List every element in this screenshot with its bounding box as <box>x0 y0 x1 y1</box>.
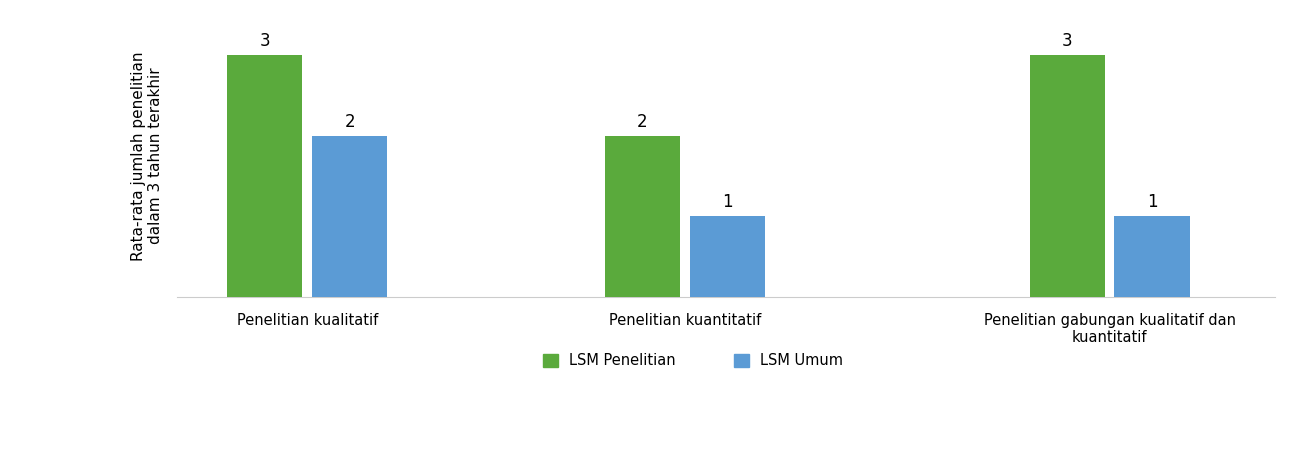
Y-axis label: Rata-rata jumlah penelitian
dalam 3 tahun terakhir: Rata-rata jumlah penelitian dalam 3 tahu… <box>132 51 164 261</box>
Bar <box>605 136 680 297</box>
Text: 2: 2 <box>637 113 648 131</box>
Text: 1: 1 <box>722 193 733 212</box>
Bar <box>312 136 387 297</box>
Text: 2: 2 <box>344 113 355 131</box>
Text: 1: 1 <box>1147 193 1157 212</box>
Bar <box>1029 55 1106 297</box>
Bar <box>227 55 302 297</box>
Legend: LSM Penelitian, LSM Umum: LSM Penelitian, LSM Umum <box>537 347 849 374</box>
Text: 3: 3 <box>259 32 270 50</box>
Bar <box>690 216 765 297</box>
Bar <box>1115 216 1189 297</box>
Text: 3: 3 <box>1062 32 1072 50</box>
